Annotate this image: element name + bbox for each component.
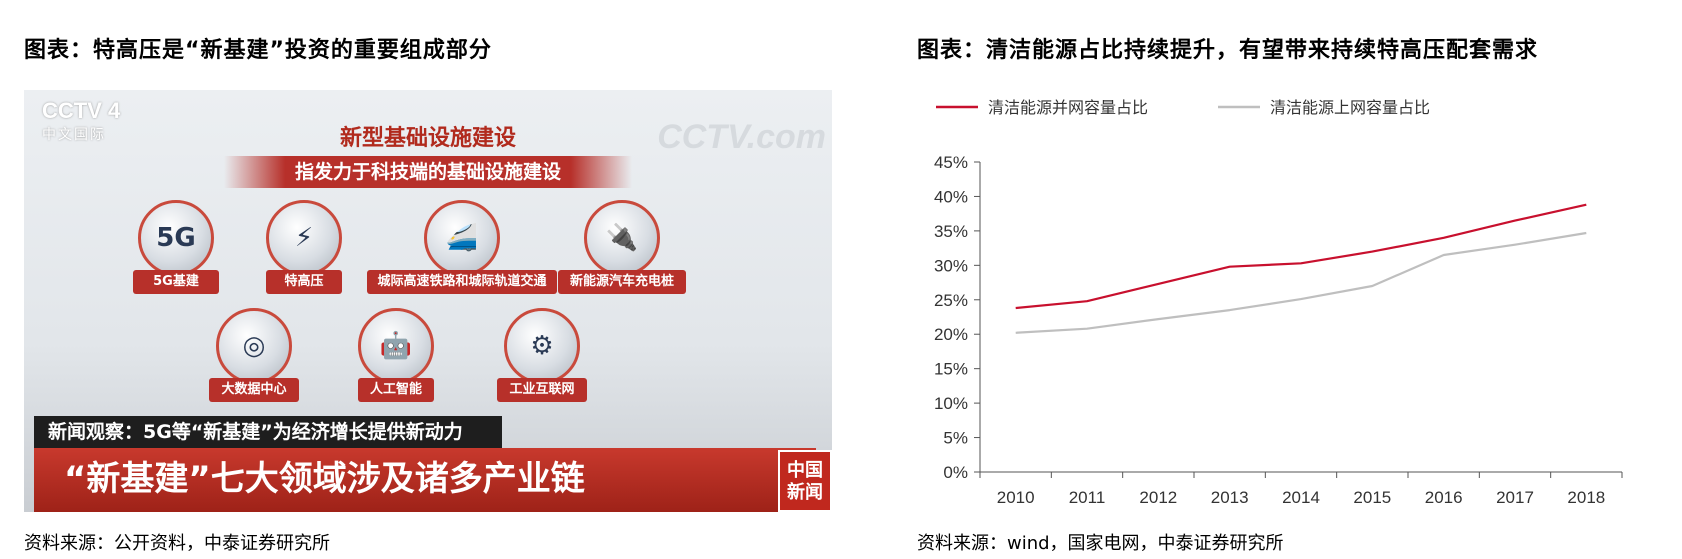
- legend-label: 清洁能源并网容量占比: [988, 98, 1148, 117]
- y-tick-label: 30%: [934, 256, 968, 275]
- y-tick-label: 10%: [934, 394, 968, 413]
- infrastructure-node-circle: 🔌: [584, 200, 660, 276]
- chart-legend: 清洁能源并网容量占比 清洁能源上网容量占比: [936, 98, 1430, 117]
- x-tick-label: 2014: [1282, 488, 1320, 507]
- x-axis: 2010 2011 2012 2013 2014 2015 2016 2017 2018: [979, 471, 1623, 507]
- series-layer: [1015, 203, 1587, 334]
- legend-label: 清洁能源上网容量占比: [1270, 98, 1430, 117]
- x-tick-label: 2010: [997, 488, 1035, 507]
- x-tick-label: 2011: [1069, 488, 1106, 507]
- y-tick-label: 15%: [934, 360, 968, 379]
- x-tick-label: 2012: [1139, 488, 1177, 507]
- y-tick-label: 35%: [934, 222, 968, 241]
- infrastructure-node-circle: ⚙: [504, 308, 580, 384]
- y-tick-label: 45%: [934, 153, 968, 172]
- cctv4-logo-sub: 中文国际: [42, 126, 106, 142]
- infrastructure-node-circle: 🤖: [358, 308, 434, 384]
- y-tick-label: 5%: [943, 429, 968, 448]
- x-tick-label: 2016: [1425, 488, 1463, 507]
- infrastructure-node-label: 5G基建: [133, 270, 219, 294]
- y-tick-label: 25%: [934, 291, 968, 310]
- cctv-watermark-logo: CCTV.com: [657, 118, 826, 156]
- infrastructure-node-circle: ⚡: [266, 200, 342, 276]
- x-tick-label: 2018: [1567, 488, 1605, 507]
- right-source-note: 资料来源：wind，国家电网，中泰证券研究所: [917, 533, 1284, 554]
- tv-headline: 新型基础设施建设: [339, 126, 516, 151]
- china-news-logo-bottom: 新闻: [787, 482, 823, 503]
- infrastructure-node-icon: ⚡: [294, 223, 314, 253]
- y-tick-label: 0%: [943, 463, 968, 482]
- series-line: [1015, 231, 1587, 334]
- infrastructure-node-label: 工业互联网: [497, 378, 587, 402]
- infrastructure-node-icon: ◎: [242, 331, 266, 361]
- infrastructure-node-label: 特高压: [266, 270, 342, 294]
- infrastructure-node-icon: 5G: [156, 223, 196, 253]
- clean-energy-share-line-chart: 清洁能源并网容量占比 清洁能源上网容量占比 0% 5% 10% 15% 20% 25% 30%…: [934, 98, 1623, 507]
- infrastructure-node-label: 大数据中心: [209, 378, 299, 402]
- new-infrastructure-broadcast-image: CCTV 4 中文国际 CCTV.com 新型基础设施建设 指发力于科技端的基础…: [24, 90, 832, 512]
- infrastructure-node-icon: 🔌: [605, 223, 639, 253]
- lower-third-headline: “新基建”七大领域涉及诸多产业链: [34, 448, 816, 512]
- news-ticker: 新闻观察：5G等“新基建”为经济增长提供新动力: [34, 416, 502, 448]
- infrastructure-node-circle: 5G: [138, 200, 214, 276]
- x-tick-label: 2013: [1211, 488, 1249, 507]
- y-tick-label: 40%: [934, 187, 968, 206]
- x-tick-label: 2017: [1496, 488, 1534, 507]
- infrastructure-node-label: 新能源汽车充电桩: [558, 270, 686, 294]
- infrastructure-node-label: 城际高速铁路和城际轨道交通: [367, 270, 557, 294]
- right-figure-title: 图表：清洁能源占比持续提升，有望带来持续特高压配套需求: [917, 38, 1539, 63]
- infrastructure-node-label: 人工智能: [358, 378, 434, 402]
- infrastructure-node-icon: 🚄: [445, 223, 479, 253]
- infrastructure-node-circle: 🚄: [424, 200, 500, 276]
- china-news-logo-top: 中国: [787, 460, 823, 481]
- tv-banner: 指发力于科技端的基础设施建设: [224, 156, 632, 188]
- infrastructure-node-icon: ⚙: [530, 331, 554, 361]
- cctv4-logo-text: CCTV 4: [42, 98, 121, 123]
- y-axis: 0% 5% 10% 15% 20% 25% 30% 35% 40% 45%: [934, 153, 981, 482]
- y-tick-label: 20%: [934, 325, 968, 344]
- left-source-note: 资料来源：公开资料，中泰证券研究所: [24, 533, 330, 554]
- china-news-logo: 中国 新闻: [778, 450, 832, 512]
- infrastructure-node-icon: 🤖: [379, 331, 413, 361]
- infrastructure-node-circle: ◎: [216, 308, 292, 384]
- cctv4-logo: CCTV 4 中文国际: [42, 98, 120, 144]
- x-tick-label: 2015: [1353, 488, 1391, 507]
- series-line: [1015, 203, 1587, 310]
- left-figure-title: 图表：特高压是“新基建”投资的重要组成部分: [24, 38, 492, 63]
